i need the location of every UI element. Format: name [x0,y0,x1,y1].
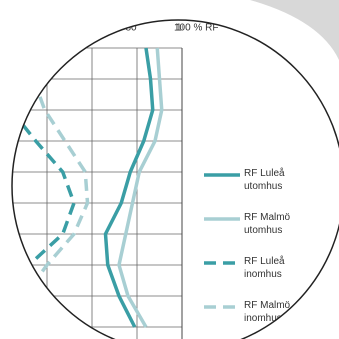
x-tick-label: 60 [80,23,92,34]
lens-border [11,19,339,339]
x-tick-label: 80 [125,23,137,34]
legend-item: RF Malmö utomhus [244,212,291,236]
x-tick-label: 100 % RF [174,23,218,34]
line-series [103,47,155,328]
legend-item: RF Malmö inomhus [244,300,291,324]
legend-item: RF Luleå inomhus [244,256,285,280]
legend-label: RF Malmö inomhus [244,300,291,324]
legend-label: RF Luleå inomhus [244,256,285,280]
legend-label: RF Malmö utomhus [244,212,291,236]
legend-label: RF Luleå utomhus [244,168,285,192]
x-tick-label: 40 [35,23,47,34]
lens-edge [250,0,339,60]
legend-item: RF Luleå utomhus [244,168,285,192]
line-series [117,47,164,328]
line-series [23,78,90,298]
